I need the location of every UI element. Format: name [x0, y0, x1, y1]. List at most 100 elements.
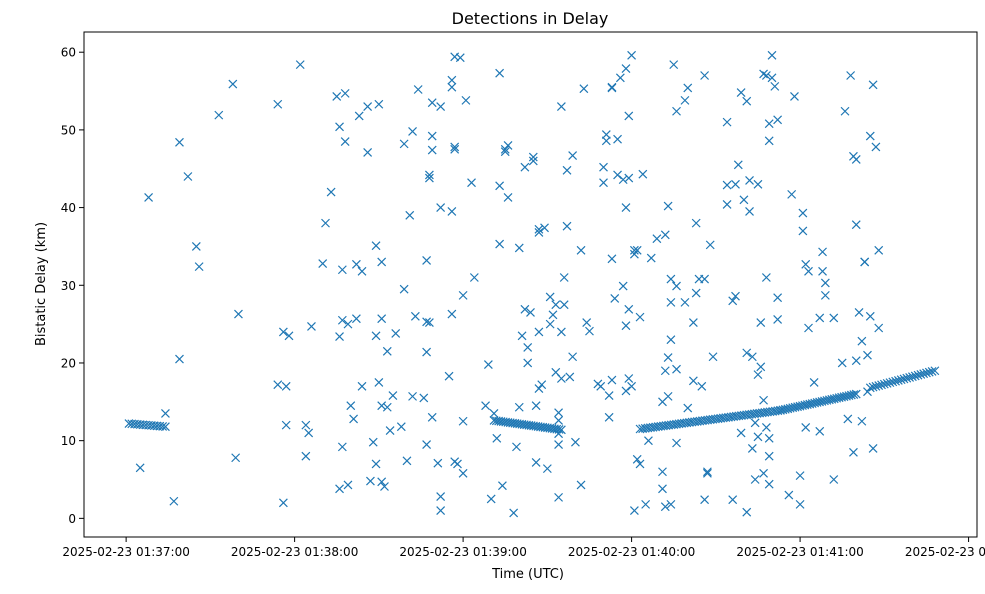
- detection-marker: [436, 492, 446, 502]
- detection-marker: [396, 422, 406, 432]
- track-detection-marker: [913, 370, 923, 380]
- y-tick-label: 40: [61, 201, 76, 215]
- detection-marker: [672, 281, 681, 291]
- detection-marker: [424, 318, 434, 327]
- detection-marker: [175, 354, 184, 364]
- detection-marker: [728, 495, 738, 505]
- detection-marker: [214, 110, 224, 120]
- detection-marker: [391, 329, 401, 338]
- detection-marker: [562, 221, 572, 231]
- track-detection-marker: [879, 379, 889, 389]
- detection-marker: [278, 498, 288, 508]
- detection-marker: [340, 137, 350, 146]
- detection-marker: [509, 508, 519, 518]
- detection-marker: [318, 259, 328, 268]
- track-detection-marker: [930, 366, 940, 376]
- detection-marker: [194, 262, 204, 272]
- detection-marker: [801, 423, 811, 432]
- track-detection-marker: [851, 389, 861, 399]
- detection-marker: [773, 293, 783, 303]
- track-detection-marker: [158, 422, 168, 431]
- detection-marker: [447, 309, 457, 319]
- detection-marker: [554, 492, 564, 502]
- detection-marker: [666, 297, 676, 307]
- detection-marker: [846, 71, 856, 80]
- detection-marker: [374, 99, 384, 109]
- detection-marker: [742, 348, 752, 358]
- detection-marker: [537, 380, 547, 390]
- detection-marker: [231, 453, 241, 463]
- detection-marker: [424, 170, 434, 180]
- detection-marker: [708, 352, 718, 362]
- detection-marker: [377, 314, 387, 324]
- detection-marker: [335, 484, 344, 494]
- detection-marker: [399, 284, 409, 294]
- detection-marker: [607, 83, 617, 93]
- detection-marker: [688, 376, 698, 386]
- detection-marker: [461, 95, 471, 105]
- track-detection-marker: [865, 383, 875, 393]
- detection-marker: [798, 226, 808, 236]
- detection-marker: [335, 122, 344, 132]
- detection-marker: [607, 375, 617, 385]
- detection-marker: [175, 137, 184, 147]
- detection-marker: [559, 273, 569, 282]
- detection-marker: [801, 259, 811, 269]
- detection-marker: [405, 210, 415, 220]
- detection-marker: [722, 180, 732, 190]
- detection-marker: [492, 433, 502, 443]
- track-detection-marker: [922, 368, 931, 378]
- detection-marker: [343, 319, 353, 329]
- detection-marker: [790, 92, 799, 101]
- x-axis: 2025-02-23 01:37:00 2025-02-23 01:38:00 20…: [62, 537, 985, 559]
- detection-marker: [787, 189, 797, 199]
- detection-marker: [410, 311, 420, 321]
- detection-marker: [281, 420, 291, 430]
- y-tick-label: 50: [61, 123, 76, 137]
- detection-marker: [627, 50, 637, 60]
- detection-marker: [528, 156, 538, 166]
- detection-marker: [815, 426, 825, 436]
- detection-marker: [427, 98, 437, 108]
- detection-marker: [618, 175, 628, 185]
- detection-marker: [402, 456, 412, 466]
- detection-marker: [683, 83, 693, 93]
- detection-marker: [326, 187, 336, 197]
- detection-marker: [818, 266, 827, 276]
- detection-marker: [871, 142, 881, 152]
- detection-marker: [868, 444, 878, 453]
- detection-marker: [447, 207, 457, 216]
- detection-marker: [447, 82, 457, 92]
- detection-marker: [351, 314, 361, 324]
- detection-marker: [427, 145, 437, 155]
- detection-marker: [371, 331, 381, 341]
- detection-marker: [742, 507, 752, 517]
- detection-marker: [644, 436, 653, 446]
- detection-marker: [804, 323, 813, 333]
- detection-marker: [764, 451, 774, 461]
- detection-marker: [761, 71, 771, 80]
- detection-marker: [736, 88, 746, 98]
- track-detection-marker: [874, 381, 884, 391]
- detection-marker: [385, 426, 395, 435]
- detection-marker: [576, 480, 586, 490]
- detection-marker: [613, 134, 622, 144]
- detection-marker: [666, 335, 676, 345]
- detection-marker: [585, 326, 594, 336]
- detection-marker: [349, 414, 359, 424]
- detection-marker: [756, 318, 766, 327]
- detection-marker: [820, 278, 830, 288]
- detection-marker: [773, 315, 783, 324]
- detection-marker: [750, 475, 760, 484]
- detection-marker: [554, 416, 564, 425]
- detection-marker: [554, 440, 564, 449]
- detection-marker: [458, 416, 468, 426]
- detection-marker: [767, 73, 777, 83]
- detection-marker: [851, 154, 861, 164]
- detection-marker: [680, 95, 690, 105]
- detection-marker: [135, 463, 145, 473]
- detection-marker: [422, 347, 432, 357]
- y-tick-label: 30: [61, 279, 76, 293]
- detection-marker: [599, 178, 608, 188]
- detection-marker: [795, 499, 805, 509]
